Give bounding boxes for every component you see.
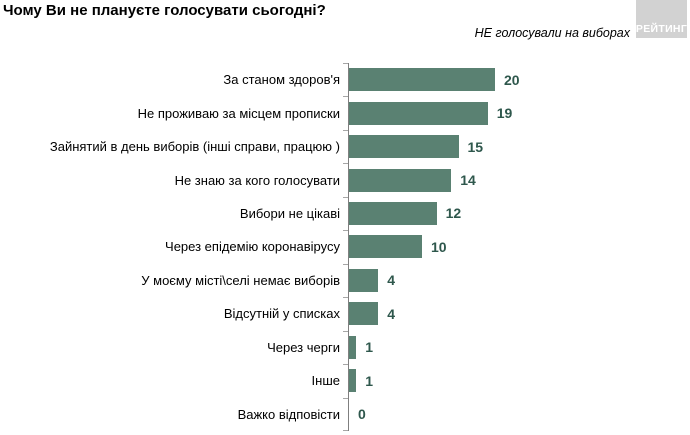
chart-subtitle: НЕ голосували на виборах	[474, 26, 630, 40]
axis-tick	[343, 130, 348, 131]
bar-track: 1	[348, 331, 690, 364]
bar-track: 1	[348, 364, 690, 397]
bar	[349, 268, 379, 292]
value-label: 20	[504, 71, 520, 88]
rating-logo: РЕЙТИНГ	[636, 0, 687, 38]
value-label: 19	[496, 105, 513, 122]
bar	[349, 168, 452, 192]
bar-track: 4	[348, 264, 690, 297]
axis-tick	[343, 163, 348, 164]
value-label: 1	[365, 372, 374, 389]
value-label: 15	[467, 138, 484, 155]
bar-row: Через черги 1	[0, 331, 690, 364]
page-title: Чому Ви не плануєте голосувати сьогодні?	[3, 2, 326, 19]
axis-tick	[343, 430, 348, 431]
value-label: 12	[445, 205, 462, 222]
axis-tick	[343, 398, 348, 399]
bar	[349, 302, 379, 326]
bar-row: Зайнятий в день виборів (інші справи, пр…	[0, 130, 690, 163]
bar-track: 4	[348, 297, 690, 330]
bar	[349, 201, 437, 225]
bar-row: Вибори не цікаві 12	[0, 197, 690, 230]
bar-row: За станом здоров'я 20	[0, 63, 690, 96]
value-label: 4	[387, 272, 395, 289]
axis-tick	[343, 63, 348, 64]
bar-rows: За станом здоров'я 20 Не проживаю за міс…	[0, 63, 690, 431]
axis-tick	[343, 264, 348, 265]
bar	[349, 369, 357, 393]
bar-row: Інше 1	[0, 364, 690, 397]
category-label: Вибори не цікаві	[239, 205, 340, 221]
rating-logo-text: РЕЙТИНГ	[635, 23, 688, 35]
category-label: Не проживаю за місцем прописки	[137, 105, 340, 121]
bar	[349, 101, 488, 125]
category-label: Не знаю за кого голосувати	[174, 172, 340, 188]
value-label: 4	[387, 305, 395, 322]
axis-tick	[343, 230, 348, 231]
bar-track: 15	[348, 130, 690, 163]
bar-track: 12	[348, 197, 690, 230]
bar-track: 10	[348, 230, 690, 263]
bar-track: 20	[348, 63, 690, 96]
category-label: Відсутній у списках	[223, 306, 340, 322]
axis-tick	[343, 364, 348, 365]
value-label: 10	[431, 238, 447, 255]
value-label: 0	[358, 406, 366, 423]
axis-tick	[343, 96, 348, 97]
bar	[349, 68, 495, 92]
category-label: Через черги	[267, 339, 340, 355]
bar-row: Відсутній у списках 4	[0, 297, 690, 330]
value-label: 1	[365, 339, 374, 356]
bar-track: 19	[348, 96, 690, 129]
bar-row: Через епідемію коронавірусу 10	[0, 230, 690, 263]
category-label: Важко відповісти	[237, 406, 340, 422]
category-label: Інше	[311, 373, 340, 389]
bar	[349, 235, 422, 259]
category-label: Зайнятий в день виборів (інші справи, пр…	[49, 139, 340, 155]
bar-track: 14	[348, 163, 690, 196]
value-label: 14	[460, 172, 476, 189]
category-label: У моєму місті\селі немає виборів	[141, 272, 340, 288]
axis-tick	[343, 297, 348, 298]
axis-tick	[343, 197, 348, 198]
bar-row: Не проживаю за місцем прописки 19	[0, 96, 690, 129]
bar-row: У моєму місті\селі немає виборів 4	[0, 264, 690, 297]
bar	[349, 135, 459, 159]
axis-tick	[343, 331, 348, 332]
category-label: Через епідемію коронавірусу	[165, 239, 340, 255]
bar	[349, 335, 357, 359]
bar-row: Важко відповісти 0	[0, 397, 690, 430]
bar-row: Не знаю за кого голосувати 14	[0, 163, 690, 196]
category-label: За станом здоров'я	[223, 72, 340, 88]
bar-track: 0	[348, 397, 690, 430]
y-axis-line	[348, 63, 349, 431]
bar-chart: За станом здоров'я 20 Не проживаю за міс…	[0, 63, 690, 431]
